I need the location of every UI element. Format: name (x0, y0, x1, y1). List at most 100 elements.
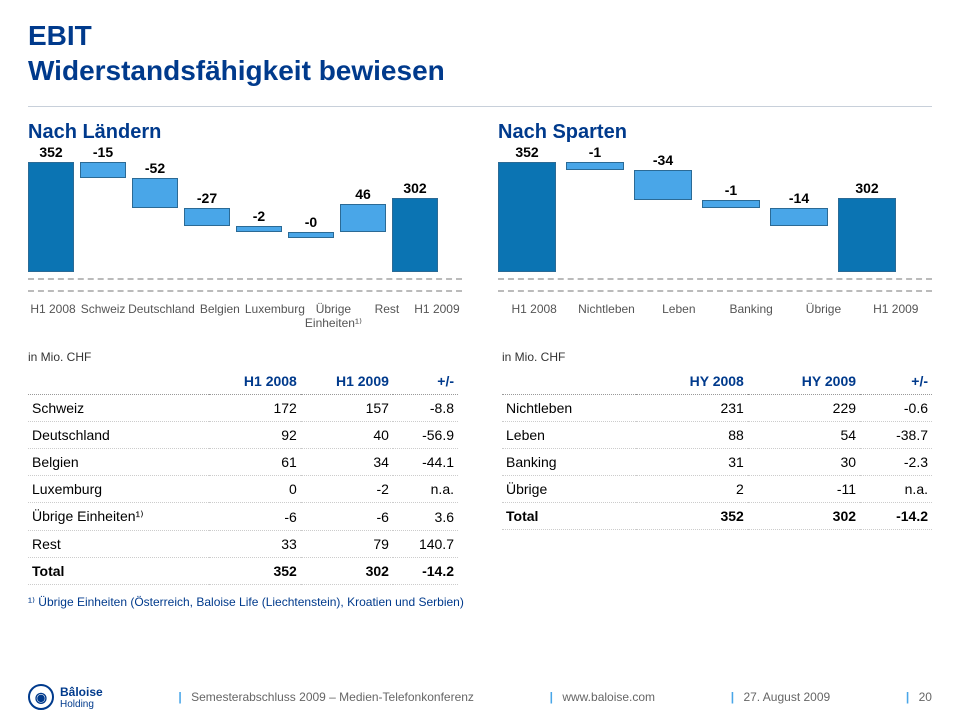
chart-left-area: 352-15-52-27-2-046302 (28, 150, 462, 280)
table-row: HY 2008HY 2009+/- (502, 368, 932, 395)
bar-rect (770, 208, 828, 226)
table-row: Banking3130-2.3 (502, 449, 932, 476)
table-cell: Banking (502, 449, 636, 476)
chart-bar: 302 (392, 180, 438, 272)
table-header: HY 2009 (748, 368, 860, 395)
divider-icon: | (550, 690, 553, 704)
chart-bar: 352 (498, 144, 556, 272)
table-cell: 54 (748, 422, 860, 449)
table-header: HY 2008 (636, 368, 748, 395)
table-row: Übrige2-11n.a. (502, 476, 932, 503)
title-line2: Widerstandsfähigkeit bewiesen (28, 55, 445, 86)
table-row: Luxemburg0-2n.a. (28, 476, 458, 503)
chart-right-axis: H1 2008NichtlebenLebenBankingÜbrigeH1 20… (498, 302, 932, 316)
table-cell: Nichtleben (502, 395, 636, 422)
table-cell: 31 (636, 449, 748, 476)
table-cell: -2.3 (860, 449, 932, 476)
chart-bar: -27 (184, 190, 230, 226)
table-header: +/- (393, 368, 458, 395)
table-cell: 352 (636, 503, 748, 530)
table-cell: -0.6 (860, 395, 932, 422)
footer-page-text: 20 (919, 690, 932, 704)
chart-left-title: Nach Ländern (28, 121, 462, 144)
chart-bar: -0 (288, 214, 334, 238)
bar-rect (340, 204, 386, 232)
axis-break (28, 290, 462, 292)
table-left: in Mio. CHF H1 2008H1 2009+/- Schweiz172… (28, 350, 458, 585)
table-row: Total352302-14.2 (28, 558, 458, 585)
divider (28, 106, 932, 107)
bar-label: -15 (80, 144, 126, 160)
table-cell: n.a. (393, 476, 458, 503)
bar-rect (288, 232, 334, 238)
axis-label: Leben (643, 302, 715, 316)
chart-bar: -1 (702, 182, 760, 208)
chart-right-area: 352-1-34-1-14302 (498, 150, 932, 280)
table-cell: Schweiz (28, 395, 209, 422)
table-cell: 61 (209, 449, 301, 476)
bar-label: -1 (566, 144, 624, 160)
bar-rect (80, 162, 126, 178)
table-cell: -38.7 (860, 422, 932, 449)
table-cell: -8.8 (393, 395, 458, 422)
tables-row: in Mio. CHF H1 2008H1 2009+/- Schweiz172… (28, 350, 932, 585)
table-row: H1 2008H1 2009+/- (28, 368, 458, 395)
bar-label: 352 (28, 144, 74, 160)
table-left-grid: H1 2008H1 2009+/- Schweiz172157-8.8Deuts… (28, 368, 458, 585)
table-row: Total352302-14.2 (502, 503, 932, 530)
title-line1: EBIT (28, 20, 92, 51)
table-cell: 79 (301, 531, 393, 558)
axis-label: Banking (715, 302, 787, 316)
table-cell: Rest (28, 531, 209, 558)
table-row: Nichtleben231229-0.6 (502, 395, 932, 422)
axis-label: Deutschland (128, 302, 195, 330)
axis-label: Übrige (787, 302, 859, 316)
footer-page: | 20 (900, 690, 932, 704)
table-right-caption: in Mio. CHF (502, 350, 932, 368)
table-cell: 302 (301, 558, 393, 585)
axis-label: Belgien (195, 302, 245, 330)
chart-bar: -2 (236, 208, 282, 232)
axis-label: H1 2009 (860, 302, 932, 316)
table-header: H1 2009 (301, 368, 393, 395)
table-cell: Übrige Einheiten¹⁾ (28, 503, 209, 531)
bar-label: -1 (702, 182, 760, 198)
axis-label: H1 2009 (412, 302, 462, 330)
footer-site-text: www.baloise.com (562, 690, 655, 704)
chart-right-title: Nach Sparten (498, 121, 932, 144)
table-row: Schweiz172157-8.8 (28, 395, 458, 422)
table-cell: -6 (301, 503, 393, 531)
table-row: Belgien6134-44.1 (28, 449, 458, 476)
table-cell: Belgien (28, 449, 209, 476)
table-header: +/- (860, 368, 932, 395)
table-cell: 157 (301, 395, 393, 422)
brand-logo: ◉ Bâloise Holding (28, 684, 103, 710)
table-cell: 140.7 (393, 531, 458, 558)
footer-center: | Semesterabschluss 2009 – Medien-Telefo… (172, 690, 474, 704)
bar-label: 352 (498, 144, 556, 160)
table-cell: Luxemburg (28, 476, 209, 503)
axis-break (498, 290, 932, 292)
footer: ◉ Bâloise Holding | Semesterabschluss 20… (28, 684, 932, 710)
bar-rect (28, 162, 74, 272)
table-cell: -14.2 (860, 503, 932, 530)
bar-label: 46 (340, 186, 386, 202)
table-cell: 92 (209, 422, 301, 449)
footer-date-text: 27. August 2009 (743, 690, 830, 704)
chart-bar: -52 (132, 160, 178, 208)
chart-right: Nach Sparten 352-1-34-1-14302 H1 2008Nic… (498, 121, 932, 330)
table-cell: 34 (301, 449, 393, 476)
table-cell: -14.2 (393, 558, 458, 585)
bar-rect (132, 178, 178, 208)
table-cell: 0 (209, 476, 301, 503)
table-left-caption: in Mio. CHF (28, 350, 458, 368)
bar-label: -14 (770, 190, 828, 206)
table-cell: 229 (748, 395, 860, 422)
table-row: Rest3379140.7 (28, 531, 458, 558)
charts-row: Nach Ländern 352 -15 -52-27-2-0 46 302 H1 20… (28, 121, 932, 330)
axis-label: Übrige Einheiten¹⁾ (305, 302, 362, 330)
table-cell: 40 (301, 422, 393, 449)
table-cell: -11 (748, 476, 860, 503)
table-right: in Mio. CHF HY 2008HY 2009+/- Nichtleben… (502, 350, 932, 585)
brand-name: Bâloise (60, 685, 103, 699)
